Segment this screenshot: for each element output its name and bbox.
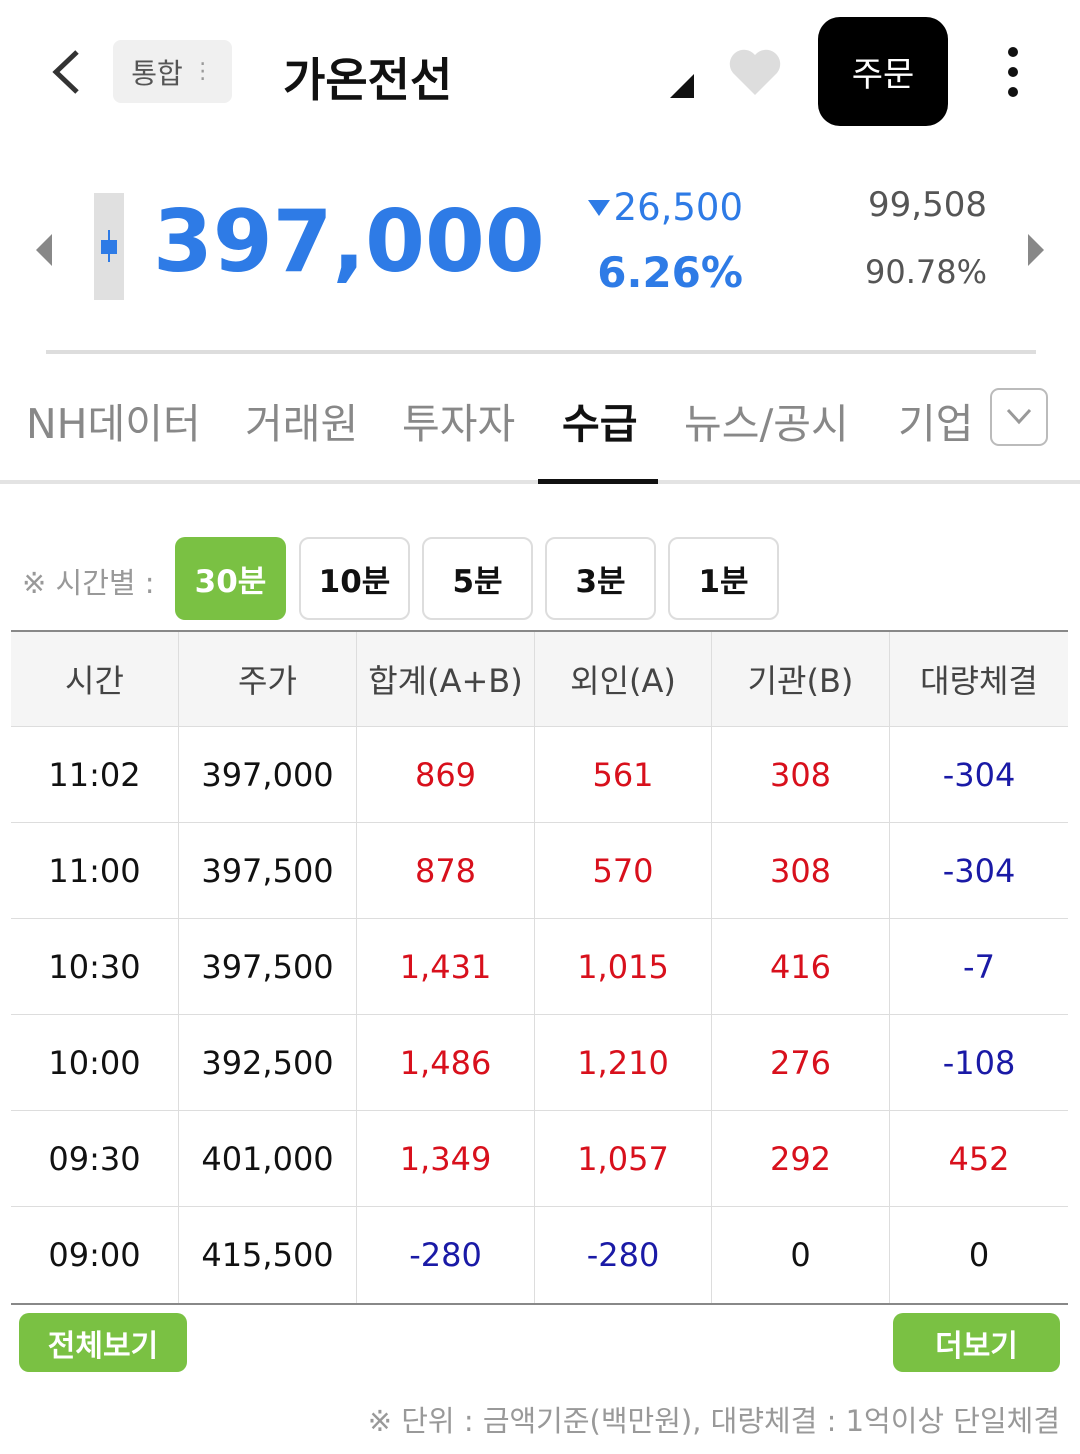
table-cell: 0 [968, 1236, 990, 1274]
table-cell: -304 [890, 727, 1068, 823]
table-cell: 308 [712, 823, 890, 919]
tab-underline [538, 479, 658, 484]
filter-label: ※ 시간별 : [22, 566, 155, 600]
table-cell: -304 [890, 823, 1068, 919]
triangle-icon [670, 74, 694, 98]
table-cell: 561 [535, 727, 712, 823]
column-header: 기관(B) [712, 632, 890, 727]
view-all-button[interactable]: 전체보기 [19, 1313, 187, 1372]
order-button[interactable]: 주문 [818, 17, 948, 126]
tab[interactable]: NH데이터 [26, 400, 201, 448]
stock-title: 가온전선 [283, 53, 453, 107]
table-cell: 878 [357, 823, 535, 919]
menu-dot[interactable] [1008, 47, 1018, 57]
tab[interactable]: 기업 [898, 400, 974, 448]
table-cell: 869 [357, 727, 535, 823]
table-cell: 10:30 [11, 919, 179, 1015]
back-icon[interactable] [52, 50, 79, 94]
table-cell: 397,500 [179, 823, 357, 919]
column-header: 주가 [179, 632, 357, 727]
table-cell: 10:00 [11, 1015, 179, 1111]
table-cell: 415,500 [179, 1207, 357, 1303]
filter-button[interactable]: 10분 [299, 537, 410, 620]
category: 통합 [131, 56, 183, 90]
table-cell: 308 [712, 727, 890, 823]
table-cell: 276 [712, 1015, 890, 1111]
filter-button[interactable]: 5분 [422, 537, 533, 620]
table-cell: 392,500 [179, 1015, 357, 1111]
table-cell: -280 [535, 1207, 712, 1303]
table-cell: 09:30 [11, 1111, 179, 1207]
table-cell: 570 [535, 823, 712, 919]
table-cell: 1,431 [357, 919, 535, 1015]
filter-button[interactable]: 3분 [545, 537, 656, 620]
table-cell: 1,486 [357, 1015, 535, 1111]
volume-rate: 90.78% [864, 253, 987, 291]
table-cell: 416 [712, 919, 890, 1015]
table-cell: 0 [712, 1207, 890, 1303]
filter-button[interactable]: 1분 [668, 537, 779, 620]
table-cell: 1,015 [535, 919, 712, 1015]
divider [46, 350, 1036, 354]
table-cell: -280 [357, 1207, 535, 1303]
column-header: 합계(A+B) [357, 632, 535, 727]
tab[interactable]: 투자자 [402, 400, 516, 448]
table-cell: 397,500 [179, 919, 357, 1015]
table-cell: 1,057 [535, 1111, 712, 1207]
table-cell: 452 [890, 1111, 1068, 1207]
volume: 99,508 [868, 185, 987, 225]
tab[interactable]: 거래원 [245, 400, 359, 448]
more-button[interactable]: 더보기 [893, 1313, 1060, 1372]
table-cell: 401,000 [179, 1111, 357, 1207]
tab[interactable]: 수급 [562, 400, 638, 448]
category-chip[interactable]: 통합 ⋮ [113, 40, 232, 103]
menu-dot[interactable] [1008, 87, 1018, 97]
column-header: 외인(A) [535, 632, 712, 727]
chip-icon: ⋮ [191, 59, 214, 84]
column-header: 대량체결 [890, 632, 1068, 727]
table-cell: -7 [890, 919, 1068, 1015]
table-cell: 11:02 [11, 727, 179, 823]
price: 397,000 [153, 192, 545, 292]
change-rate: 6.26% [597, 248, 743, 297]
table-cell: 397,000 [179, 727, 357, 823]
change: 26,500 [613, 186, 743, 229]
menu-dot[interactable] [1008, 67, 1018, 77]
table-cell: 1,349 [357, 1111, 535, 1207]
tab[interactable]: 뉴스/공시 [684, 400, 849, 448]
dropdown-icon [1006, 408, 1032, 425]
table-cell: -108 [890, 1015, 1068, 1111]
heart-icon[interactable] [729, 49, 781, 95]
prev-icon[interactable] [36, 234, 52, 266]
tab-dropdown[interactable] [990, 388, 1048, 446]
table-cell: 1,210 [535, 1015, 712, 1111]
table-cell: 11:00 [11, 823, 179, 919]
down-icon [588, 200, 610, 216]
table-cell: 292 [712, 1111, 890, 1207]
table: 시간 주가 합계(A+B) 외인(A) 기관(B) 대량체결 11:02 397,000 869… [11, 630, 1068, 1305]
column-header: 시간 [11, 632, 179, 727]
footnote: ※ 단위 : 금액기준(백만원), 대량체결 : 1억이상 단일체결 [367, 1404, 1060, 1438]
filter-button[interactable]: 30분 [175, 537, 286, 620]
candle-body [101, 240, 117, 254]
next-icon[interactable] [1028, 234, 1044, 266]
table-cell: 09:00 [11, 1207, 179, 1303]
